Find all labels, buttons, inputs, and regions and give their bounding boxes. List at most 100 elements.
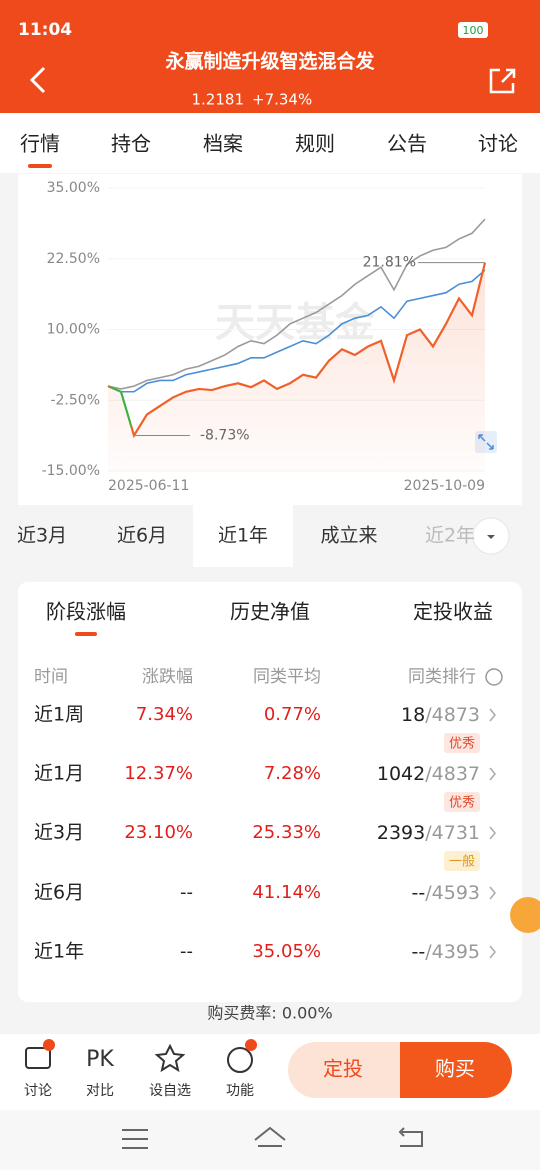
change: 7.34% [136, 704, 193, 725]
back-button[interactable] [29, 66, 46, 94]
fund-change: +7.34% [252, 91, 312, 109]
rank: --/4395 [412, 941, 480, 963]
y-tick-label: 10.00% [47, 322, 100, 338]
rank-total: /4395 [425, 941, 480, 963]
badge-bg [444, 792, 480, 812]
tab-indicator [28, 164, 52, 168]
toolbar-item[interactable]: 设自选 [149, 1083, 191, 1099]
battery-level: 100 [463, 24, 484, 37]
min-label: -8.73% [200, 428, 250, 444]
average: 41.14% [252, 882, 321, 903]
tab[interactable]: 公告 [387, 132, 427, 156]
chevron[interactable] [489, 826, 496, 840]
sip-button[interactable]: 定投 [323, 1057, 363, 1081]
badge-bg [444, 851, 480, 871]
chevron[interactable] [489, 767, 496, 781]
x-tick-label: 2025-10-09 [404, 478, 485, 494]
buy-button[interactable] [400, 1042, 512, 1098]
range-more-icon [487, 535, 495, 539]
badge-dot [245, 1039, 257, 1051]
tab[interactable]: 档案 [203, 132, 243, 156]
range-tab[interactable]: 近1年 [218, 525, 268, 547]
period: 近6月 [34, 882, 84, 904]
change: -- [180, 882, 193, 903]
area [108, 262, 485, 471]
y-tick-label: -15.00% [42, 463, 100, 479]
pk-icon: PK [86, 1047, 114, 1072]
table-card [18, 582, 522, 1002]
chevron[interactable] [489, 886, 496, 900]
range-tab[interactable]: 近3月 [17, 525, 67, 547]
rank-total: /4731 [425, 822, 480, 844]
line [107, 218, 486, 390]
average: 25.33% [252, 822, 321, 843]
mascot[interactable] [510, 897, 540, 933]
y-tick-label: 35.00% [47, 180, 100, 196]
table-tab-indicator [75, 632, 97, 636]
max-label: 21.81% [363, 255, 416, 271]
watermark: 天天基金 [215, 300, 376, 346]
nav-back[interactable] [398, 1127, 423, 1147]
column-header: 时间 [34, 667, 68, 687]
y-tick-label: -2.50% [50, 392, 100, 408]
line [107, 262, 487, 439]
toolbar-item[interactable]: 讨论 [24, 1083, 52, 1099]
fund-title: 永赢制造升级智选混合发 [164, 50, 375, 73]
x-tick-label: 2025-06-11 [108, 478, 189, 494]
column-header: 同类平均 [253, 667, 321, 687]
more-icon [227, 1047, 253, 1073]
rank-value: 18 [401, 704, 425, 726]
nav-menu[interactable] [122, 1129, 148, 1149]
rank-value: 2393 [377, 822, 425, 844]
rank-total: /4593 [425, 882, 480, 904]
table-tab[interactable]: 阶段涨幅 [46, 600, 126, 624]
period: 近1年 [34, 941, 84, 963]
range-selected [193, 505, 293, 567]
table-tab[interactable]: 定投收益 [413, 600, 493, 624]
range-tab[interactable]: 近6月 [117, 525, 167, 547]
star-icon [154, 1043, 186, 1073]
fund-nav: 1.2181 [192, 91, 245, 109]
nav-bar [0, 1110, 540, 1170]
info-icon[interactable] [485, 668, 503, 686]
battery [458, 22, 488, 38]
period: 近3月 [34, 822, 84, 844]
table-tab[interactable]: 历史净值 [230, 600, 310, 624]
buy-label[interactable]: 购买 [435, 1057, 475, 1081]
badge-dot [43, 1039, 55, 1051]
column-header: 同类排行 [408, 667, 476, 687]
change: -- [180, 941, 193, 962]
change: 23.10% [124, 822, 193, 843]
line [107, 269, 486, 393]
average: 0.77% [264, 704, 321, 725]
badge: 优秀 [449, 796, 475, 811]
period: 近1周 [34, 704, 84, 726]
average: 7.28% [264, 763, 321, 784]
fee: 购买费率: 0.00% [207, 1004, 332, 1023]
status-time: 11:04 [18, 20, 72, 40]
chevron[interactable] [489, 945, 496, 959]
tab[interactable]: 行情 [20, 132, 60, 156]
badge: 一般 [449, 854, 475, 870]
rank: 18/4873 [401, 704, 480, 726]
chevron[interactable] [489, 708, 496, 722]
share-button[interactable] [489, 68, 516, 94]
column-header: 涨跌幅 [142, 667, 193, 687]
y-tick-label: 22.50% [47, 251, 100, 267]
tab[interactable]: 持仓 [111, 132, 151, 156]
header-bg [0, 0, 540, 113]
tab[interactable]: 规则 [295, 132, 335, 156]
range-tab[interactable]: 成立来 [320, 525, 377, 547]
rank: --/4593 [412, 882, 480, 904]
toolbar-item[interactable]: 功能 [226, 1083, 254, 1099]
range-tab[interactable]: 近2年 [425, 525, 475, 547]
nav-home[interactable] [254, 1126, 286, 1147]
toolbar-item[interactable]: 对比 [86, 1083, 114, 1099]
badge: 优秀 [449, 737, 475, 752]
badge-bg [444, 733, 480, 753]
tab[interactable]: 讨论 [478, 132, 518, 156]
change: 12.37% [124, 763, 193, 784]
average: 35.05% [252, 941, 321, 962]
discuss-icon [25, 1047, 51, 1069]
